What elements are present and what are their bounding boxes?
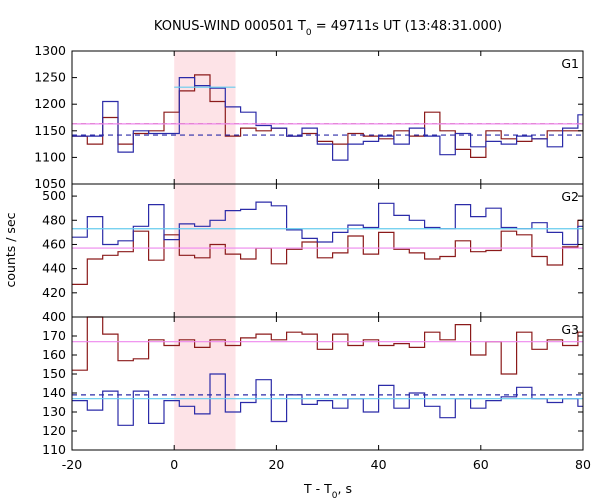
x-tick-label: 0 (170, 457, 178, 472)
highlight-interval (174, 51, 236, 450)
panel-frame (71, 316, 584, 451)
x-tick-label: 60 (473, 457, 489, 472)
chart-title: KONUS-WIND 000501 T0 = 49711s UT (13:48:… (154, 19, 502, 38)
y-tick-label: 1150 (34, 123, 66, 138)
x-axis-label-part: , s (338, 481, 352, 496)
chart-title-part: 0 (306, 28, 312, 38)
y-tick-label: 1100 (34, 149, 66, 164)
x-axis-label-part: 0 (332, 491, 338, 500)
panel-label: G1 (561, 56, 579, 71)
panel-g2: 400 420 440 460 480 500 G2 (42, 183, 584, 324)
x-tick-label: 20 (268, 457, 284, 472)
x-tick-label: -20 (62, 457, 82, 472)
y-tick-label: 460 (42, 236, 66, 251)
panel-frame (71, 50, 584, 185)
y-axis-label: counts / sec (3, 212, 18, 287)
panel-label: G3 (561, 322, 579, 337)
y-tick-label: 1200 (34, 96, 66, 111)
x-tick-label: 40 (371, 457, 387, 472)
series-red-g2 (72, 219, 583, 285)
y-tick-label: 150 (42, 366, 66, 381)
y-tick-label: 480 (42, 212, 66, 227)
y-tick-label: 160 (42, 347, 66, 362)
panel-g3: 110 120 130 140 150 160 170 G3 (42, 316, 584, 457)
y-tick-label: 400 (42, 309, 66, 324)
series-blue-g2 (72, 201, 583, 246)
series-blue-g1 (72, 77, 583, 161)
series-blue-g3 (72, 373, 583, 426)
y-tick-label: 120 (42, 423, 66, 438)
y-tick-label: 440 (42, 261, 66, 276)
y-tick-label: 170 (42, 328, 66, 343)
y-tick-label: 1250 (34, 70, 66, 85)
y-tick-label: 420 (42, 285, 66, 300)
y-tick-label: 130 (42, 404, 66, 419)
x-tick-label: 80 (575, 457, 591, 472)
chart-title-part: KONUS-WIND 000501 T (154, 19, 306, 34)
y-tick-label: 1050 (34, 176, 66, 191)
chart-title-part: = 49711s UT (13:48:31.000) (312, 19, 502, 34)
series-red-g1 (72, 74, 583, 158)
panel-g1: 1050 1100 1150 1200 1250 1300 G1 (34, 43, 584, 191)
y-tick-label: 140 (42, 385, 66, 400)
y-tick-label: 1300 (34, 43, 66, 58)
y-tick-label: 110 (42, 442, 66, 457)
series-red-g3 (72, 316, 583, 375)
x-axis-label-part: T - T (303, 481, 332, 496)
y-tick-label: 500 (42, 188, 66, 203)
panel-label: G2 (561, 189, 579, 204)
x-axis-label: T - T0, s (303, 481, 352, 500)
